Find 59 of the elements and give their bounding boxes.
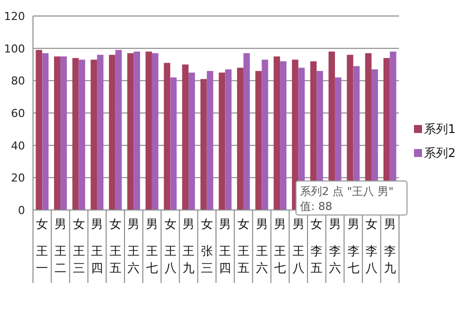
y-tick-label: 120 [4, 10, 25, 23]
x-tick-label: 男王九 [182, 217, 195, 275]
x-tick-label: 男李六 [328, 217, 341, 275]
legend-label: 系列2 [424, 146, 456, 160]
bar [182, 64, 189, 210]
legend-label: 系列1 [424, 122, 456, 136]
bar [218, 72, 226, 210]
x-tick-label: 男王八 [292, 217, 304, 275]
x-tick-label: 女王一 [36, 217, 48, 275]
bar [262, 60, 268, 210]
x-tick-label: 男王六 [128, 217, 140, 275]
x-tick-label: 女王五 [109, 217, 122, 275]
bar [200, 79, 207, 210]
x-tick-label: 男王四 [219, 217, 232, 275]
bar [206, 70, 214, 210]
annotation: 系列2 点 "王八 男" 值: 88 [300, 185, 394, 213]
bar [90, 60, 98, 210]
bar [42, 53, 49, 210]
y-tick-label: 100 [4, 42, 25, 56]
y-tick-label: 0 [18, 204, 25, 217]
bar [188, 72, 195, 210]
x-tick-label: 女李五 [310, 217, 323, 275]
bar [237, 68, 244, 210]
bar [115, 50, 122, 210]
y-tick-label: 20 [11, 172, 25, 185]
x-tick-label: 男王七 [274, 217, 286, 275]
x-tick-label: 女王三 [72, 217, 85, 275]
bar [127, 53, 134, 210]
bar [292, 60, 298, 210]
x-tick-label: 男王二 [54, 217, 66, 275]
x-tick-label: 女李八 [366, 217, 378, 275]
bar [36, 50, 42, 210]
bar [108, 54, 116, 210]
x-tick-label: 男王四 [91, 217, 104, 275]
bar [225, 69, 232, 210]
y-tick-label: 40 [11, 139, 25, 152]
x-tick-label: 女王八 [164, 217, 176, 275]
x-tick-label: 男李九 [384, 217, 396, 275]
x-tick-label: 女王五 [237, 217, 250, 275]
x-tick-label: 男王七 [146, 217, 158, 275]
bar [152, 53, 158, 210]
y-tick-label: 60 [11, 107, 25, 120]
x-tick-label: 男李七 [347, 217, 360, 275]
bar [97, 54, 104, 210]
bar [60, 56, 67, 210]
bar [274, 56, 280, 210]
bar [72, 58, 79, 210]
bar [78, 60, 86, 210]
y-tick-label: 80 [11, 74, 25, 88]
bar [134, 52, 140, 210]
bar [243, 53, 250, 210]
bar [164, 62, 170, 210]
bar [54, 56, 60, 210]
bar [170, 77, 177, 210]
bar [280, 61, 286, 210]
bar [146, 52, 152, 210]
x-tick-label: 女张三 [200, 217, 213, 275]
x-tick-label: 男王六 [256, 217, 268, 275]
bar [255, 70, 262, 210]
